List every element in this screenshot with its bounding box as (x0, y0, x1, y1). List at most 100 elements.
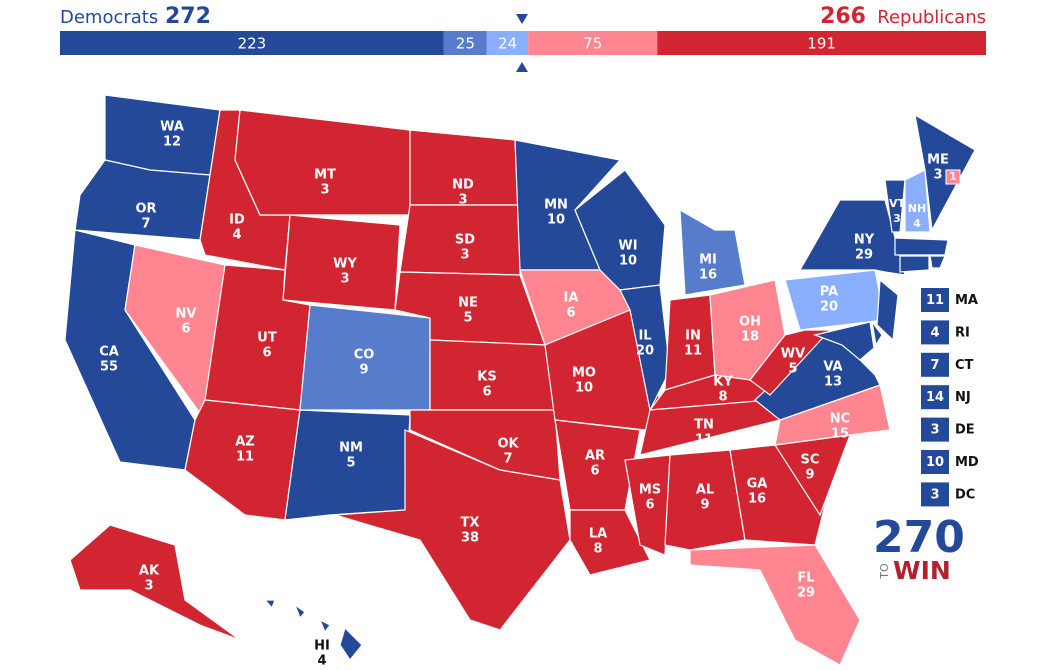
logo-number: 270 (873, 512, 965, 563)
state-ev: 4 (317, 654, 326, 669)
state-shape (569, 509, 651, 576)
state-shape (318, 618, 331, 634)
state-name: WI (618, 239, 637, 254)
state-ev: 3 (458, 193, 467, 208)
state-name: ME (927, 153, 949, 168)
state-ev: 3 (460, 248, 469, 263)
state-name: VT (889, 197, 906, 210)
bar-segment (528, 31, 658, 55)
state-ev: 29 (855, 248, 873, 263)
midpoint-marker (516, 14, 528, 24)
state-shape (624, 454, 671, 556)
state-ev: 11 (236, 450, 254, 465)
dem-label: Democrats (60, 7, 158, 28)
small-state-box (921, 320, 949, 345)
state-name: TN (694, 418, 714, 433)
state-ev: 7 (503, 452, 512, 467)
small-state-name: MA (955, 293, 978, 308)
state-name: UT (257, 331, 277, 346)
state-ev: 13 (824, 375, 842, 390)
state-ev: 8 (593, 542, 602, 557)
small-state-box (921, 450, 949, 474)
state-shape (619, 284, 671, 412)
state-shape (871, 321, 883, 347)
state-name: PA (820, 285, 838, 300)
small-state-name: MD (955, 455, 979, 470)
small-state-ev: 3 (930, 487, 939, 502)
state-name: AK (139, 564, 160, 579)
bar-label: 75 (583, 35, 602, 53)
state-ev: 11 (684, 344, 702, 359)
bar-segment (443, 31, 487, 55)
state-name: HI (314, 639, 330, 654)
state-shape (914, 113, 976, 232)
logo-win: WIN (893, 556, 951, 585)
state-name: MI (699, 253, 717, 268)
state-shape (234, 109, 411, 216)
state-name: OR (135, 202, 156, 217)
state-name: NC (830, 412, 850, 427)
state-name: GA (747, 477, 768, 492)
state-ev: 6 (645, 498, 654, 513)
state-name: AL (696, 483, 714, 498)
state-shape (884, 179, 906, 233)
district-ev: 1 (949, 170, 957, 183)
bar-label: 25 (456, 35, 475, 53)
state-shape (334, 429, 571, 631)
state-ev: 20 (636, 344, 654, 359)
bar-segment (60, 31, 444, 55)
state-ev: 5 (788, 362, 797, 377)
state-name: IN (685, 329, 701, 344)
state-ev: 16 (699, 268, 717, 283)
state-name: AZ (235, 435, 255, 450)
bar-segment (657, 31, 986, 55)
state-name: MS (639, 483, 661, 498)
state-name: TX (461, 516, 480, 531)
state-ev: 4 (232, 228, 241, 243)
bar-segment (486, 31, 529, 55)
bar-label: 223 (238, 35, 267, 53)
small-state-name: CT (955, 358, 974, 373)
state-ev: 29 (797, 586, 815, 601)
state-name: ID (229, 213, 245, 228)
state-ev: 9 (359, 363, 368, 378)
state-shape (679, 208, 746, 296)
state-ev: 3 (893, 212, 901, 225)
state-name: CA (99, 345, 119, 360)
state-ev: 3 (144, 579, 153, 594)
state-ev: 55 (100, 360, 118, 375)
state-ev: 6 (590, 464, 599, 479)
state-name: CO (354, 348, 375, 363)
midpoint-marker (516, 62, 528, 72)
state-shape (729, 444, 826, 546)
state-ev: 3 (340, 272, 349, 287)
state-ev: 6 (181, 322, 190, 337)
rep-label: Republicans (877, 7, 986, 28)
state-shape (904, 169, 931, 233)
state-ev: 6 (566, 306, 575, 321)
small-state-name: NJ (955, 390, 971, 405)
state-name: MN (544, 198, 568, 213)
state-name: MO (572, 366, 596, 381)
state-ev: 11 (695, 433, 713, 448)
state-ev: 20 (820, 300, 838, 315)
state-name: WA (160, 120, 184, 135)
state-name: LA (589, 527, 607, 542)
state-ev: 10 (575, 381, 593, 396)
state-ev: 5 (346, 456, 355, 471)
state-ev: 7 (141, 217, 150, 232)
small-state-ev: 14 (926, 390, 944, 405)
state-name: OK (497, 437, 519, 452)
small-state-name: DE (955, 423, 975, 438)
state-name: ND (452, 178, 474, 193)
ev-bar: 223 25 24 75 191 (60, 31, 986, 55)
state-name: OH (739, 315, 761, 330)
state-name: WV (781, 347, 805, 362)
state-ev: 10 (547, 213, 565, 228)
state-name: NY (854, 233, 875, 248)
state-shape (894, 237, 949, 256)
state-shape (339, 626, 363, 662)
state-name: NE (458, 296, 478, 311)
bar-label: 24 (498, 35, 517, 53)
